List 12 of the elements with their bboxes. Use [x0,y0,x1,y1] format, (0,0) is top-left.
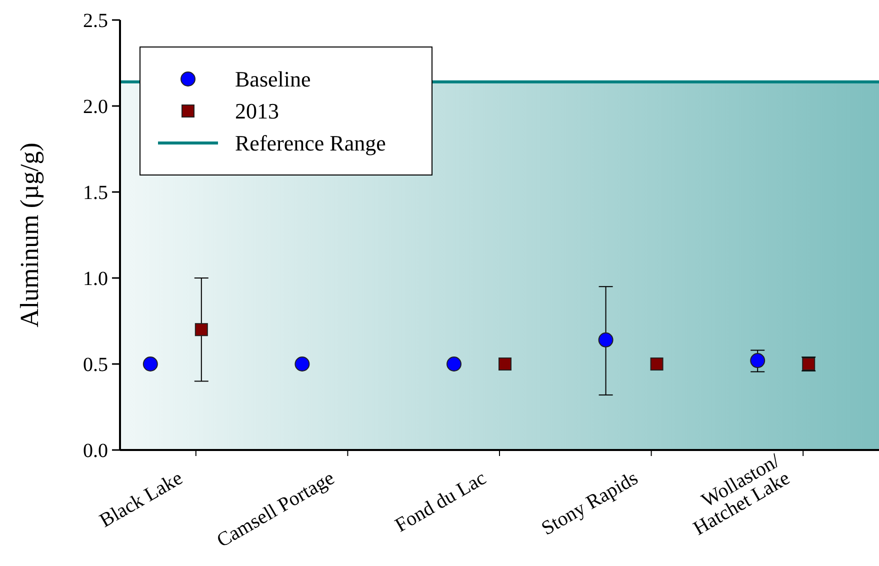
y-tick-label: 1.0 [83,268,108,290]
x-tick-label: Fond du Lac [391,467,490,537]
y-tick-label: 0.0 [83,440,108,462]
legend-label: Reference Range [235,130,386,156]
y-axis-title: Aluminum (µg/g) [15,142,44,328]
legend-label: Baseline [235,66,311,92]
y-tick-label: 2.0 [83,96,108,118]
y-tick-label: 2.5 [83,10,108,32]
legend-label: 2013 [235,98,279,124]
y-tick-label: 0.5 [83,354,108,376]
y-tick-label: 1.5 [83,182,108,204]
x-tick-label: Black Lake [96,467,187,532]
